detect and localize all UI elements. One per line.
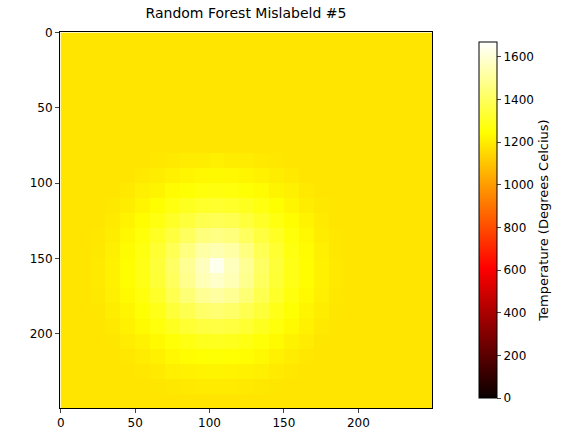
- svg-text:100: 100: [198, 416, 221, 430]
- svg-text:0: 0: [503, 391, 511, 405]
- svg-text:0: 0: [57, 416, 65, 430]
- svg-text:1600: 1600: [503, 50, 534, 64]
- svg-text:600: 600: [503, 263, 526, 277]
- svg-text:200: 200: [503, 349, 526, 363]
- svg-text:1000: 1000: [503, 178, 534, 192]
- svg-text:800: 800: [503, 221, 526, 235]
- svg-text:50: 50: [127, 416, 142, 430]
- svg-text:200: 200: [30, 327, 53, 341]
- svg-text:1200: 1200: [503, 135, 534, 149]
- svg-text:100: 100: [30, 176, 53, 190]
- svg-text:Random Forest Mislabeld #5: Random Forest Mislabeld #5: [146, 5, 347, 21]
- svg-text:400: 400: [503, 306, 526, 320]
- svg-text:150: 150: [272, 416, 295, 430]
- svg-text:Temperature (Degrees Celcius): Temperature (Degrees Celcius): [536, 119, 551, 321]
- svg-text:50: 50: [37, 101, 52, 115]
- svg-text:1400: 1400: [503, 93, 534, 107]
- svg-text:0: 0: [45, 26, 53, 40]
- svg-text:200: 200: [347, 416, 370, 430]
- svg-text:150: 150: [30, 252, 53, 266]
